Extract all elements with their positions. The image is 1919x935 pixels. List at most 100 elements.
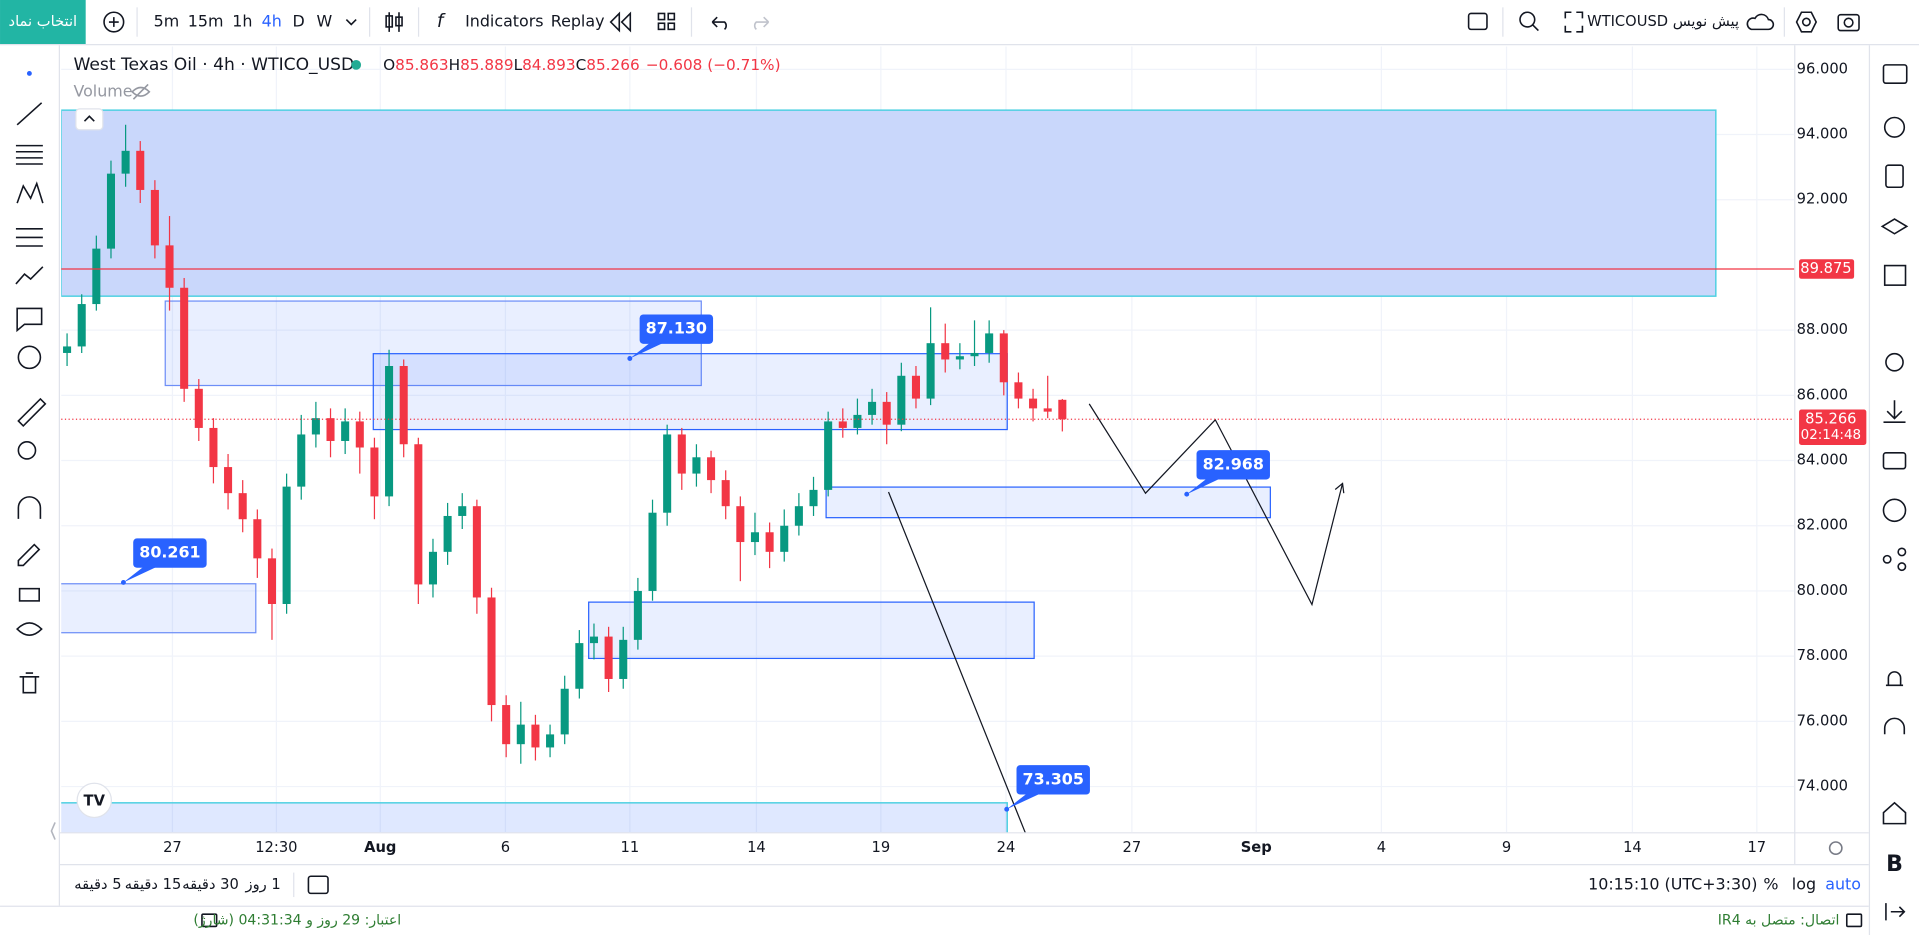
visibility-tool[interactable] [16,622,43,636]
candle-body [267,558,277,604]
ohlc-key: C [576,55,587,73]
home-icon[interactable] [1882,801,1907,825]
share-icon-node [1897,547,1907,557]
candle-body [838,421,847,428]
log-toggle[interactable]: log [1792,874,1816,893]
window-icon[interactable] [1467,12,1488,31]
settings-icon[interactable] [1795,11,1818,33]
range-button[interactable]: 30 دقیقه [182,876,239,893]
goto-date-icon[interactable] [307,875,329,895]
range-button[interactable]: 1 روز [245,876,281,893]
candle-body [209,427,218,468]
emoji-tool[interactable] [17,345,42,370]
chart-type-icon-body [385,15,394,28]
projection-tool[interactable] [15,228,43,247]
lock-tool[interactable] [18,587,40,602]
candle-body [633,590,642,640]
y-tick-label: 82.000 [1797,517,1848,534]
auto-toggle[interactable]: auto [1825,874,1861,893]
symbol-button-label[interactable]: انتخاب نماد [9,13,78,30]
share-icon[interactable] [1882,554,1892,564]
remove-tool[interactable] [19,672,40,694]
screenshot-icon[interactable] [1837,13,1860,32]
credit-status: اعتبار: 29 روز و 04:31:34 (شارژ) [193,912,401,928]
interval-dropdown[interactable] [345,19,357,26]
zone [61,109,1717,297]
ohlc-value: 84.893 [522,55,575,73]
drawing-mode-tool[interactable] [17,543,41,567]
candle-body [970,352,979,357]
broker-icon[interactable]: B [1886,852,1903,877]
interval[interactable]: 1h [232,12,252,31]
replay-icon[interactable] [609,11,632,33]
logo[interactable] [76,782,113,819]
horizontal-line-label: 89.875 [1800,260,1851,277]
percent-toggle[interactable]: % [1763,874,1778,893]
ohlc-legend: O85.863H85.889L84.893C85.266 −0.608 (−0.7… [383,55,780,73]
collapse-toolbar[interactable] [50,822,56,840]
candle-body [224,467,233,494]
indicators-icon[interactable]: f [437,11,446,32]
cloud-icon[interactable] [1746,13,1775,31]
annotation-tool[interactable] [16,307,43,333]
candle-body [560,688,569,735]
ohlc-key: L [514,55,523,73]
zoom-tool[interactable] [17,441,37,460]
card-icon[interactable] [1882,452,1907,470]
news-icon[interactable] [1883,264,1907,286]
redo-icon[interactable] [753,16,770,30]
callout-box [1196,450,1270,480]
axis-settings[interactable] [1828,841,1843,856]
candle-body [707,457,716,481]
replay-button[interactable]: Replay [551,12,605,31]
x-tick-label: 27 [1123,839,1142,856]
interval[interactable]: D [293,12,305,31]
download-icon[interactable] [1883,400,1906,424]
interval[interactable]: W [316,12,332,31]
ohlc-change: −0.608 (−0.71%) [646,55,781,73]
candle-body [502,705,511,745]
candle-body [253,519,262,559]
layers-icon[interactable] [1880,218,1909,235]
exit-icon[interactable] [1885,903,1906,921]
notifications-icon[interactable] [1885,671,1904,687]
pattern-tool[interactable] [16,181,44,204]
cursor-tool[interactable] [26,70,32,76]
candle-body [414,444,423,585]
status-bar: اعتبار: 29 روز و 04:31:34 (شارژ) اتصال: … [193,912,1863,928]
indicators-button[interactable]: Indicators [465,12,544,31]
interval[interactable]: 15m [188,12,224,31]
search-icon[interactable] [1519,11,1536,28]
fullscreen-icon[interactable] [1564,11,1584,33]
undo-icon[interactable] [711,16,727,30]
magnet-tool[interactable] [17,496,42,519]
profile-icon[interactable] [1882,498,1907,523]
share-icon-node [1897,562,1907,572]
layouts-icon[interactable] [657,12,676,31]
candle-body [955,356,964,360]
callout-box [639,314,714,344]
notes-icon[interactable] [1885,164,1904,189]
collapse-legend[interactable] [75,108,104,131]
settings-icon[interactable] [1885,352,1904,372]
alerts-icon[interactable] [1883,116,1906,138]
trend-line-tool[interactable] [16,102,43,126]
measure-tool[interactable] [17,397,47,428]
interval[interactable]: 5m [154,12,180,31]
watchlist-icon[interactable] [1882,64,1908,85]
layout-name[interactable]: WTICOUSD پیش نویس [1587,13,1739,30]
symbol-button[interactable] [0,0,86,45]
add-symbol-plus [108,17,119,27]
interval-active[interactable]: 4h [262,12,282,31]
range-button[interactable]: 15 دقیقه [125,876,182,893]
add-symbol-icon[interactable] [103,11,125,33]
fib-tool[interactable] [15,144,43,165]
x-tick-label: 14 [1623,839,1642,856]
ohlc-value: 85.889 [460,55,513,73]
forecast-tool[interactable] [15,266,44,285]
range-button[interactable]: 5 دقیقه [74,876,121,893]
hidden-icon[interactable] [131,83,151,100]
support-icon[interactable] [1883,717,1906,735]
connection-icon [1845,913,1863,928]
